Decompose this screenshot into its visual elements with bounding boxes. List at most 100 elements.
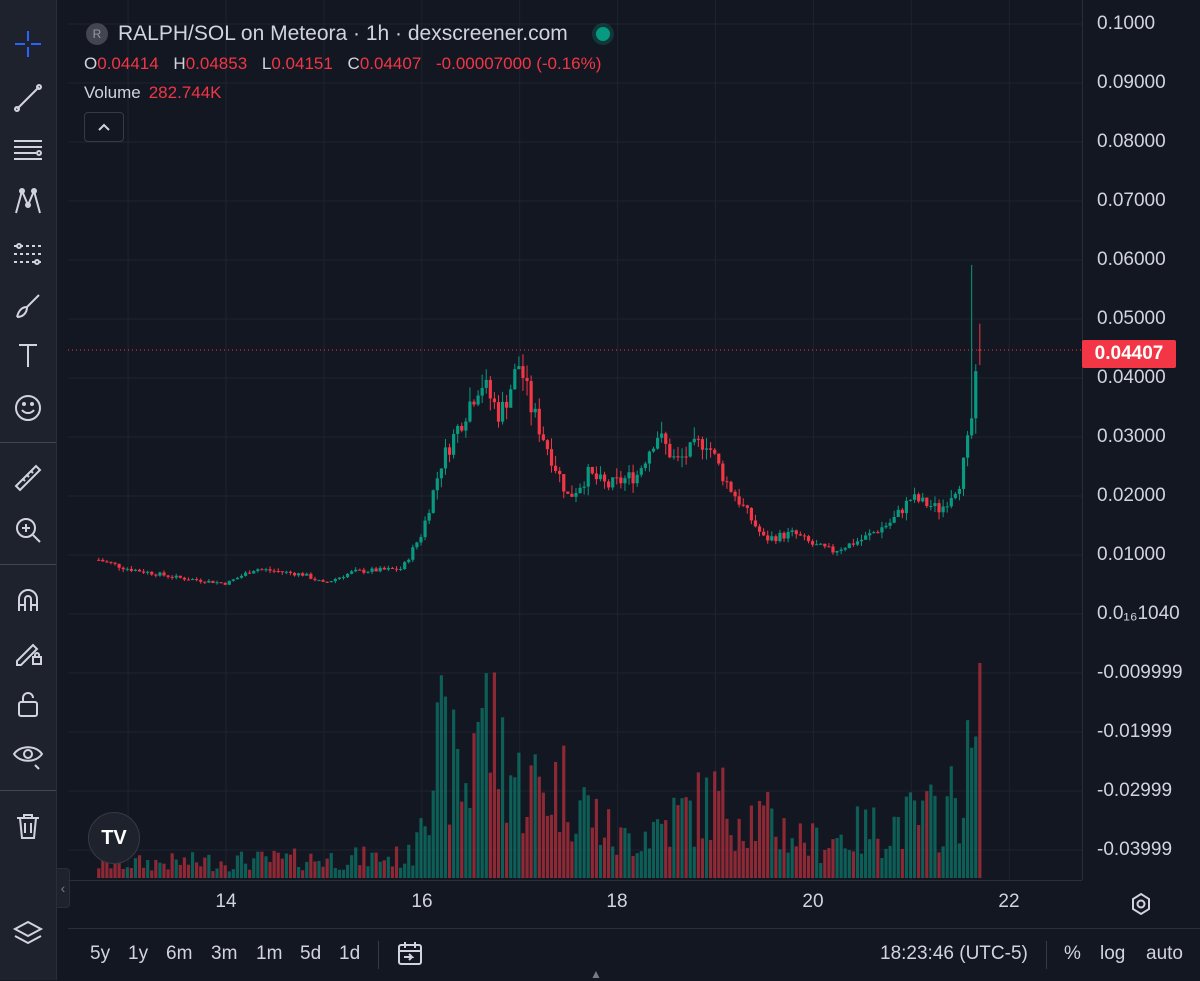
trend-line-icon[interactable] bbox=[6, 76, 50, 120]
pattern-icon[interactable] bbox=[6, 180, 50, 224]
trash-icon[interactable] bbox=[6, 804, 50, 848]
candle-body bbox=[325, 581, 329, 583]
candle-body bbox=[517, 366, 521, 370]
candle-body bbox=[692, 438, 696, 443]
candle-body bbox=[949, 498, 953, 507]
settings-icon bbox=[1132, 892, 1150, 916]
magnet-icon[interactable] bbox=[6, 578, 50, 622]
volume-bar bbox=[745, 847, 749, 878]
candle-body bbox=[668, 443, 672, 458]
brush-icon[interactable] bbox=[6, 284, 50, 328]
crosshair-icon[interactable] bbox=[6, 22, 50, 66]
fib-retracement-icon[interactable] bbox=[6, 128, 50, 172]
volume-bar bbox=[615, 854, 619, 878]
candle-body bbox=[109, 561, 113, 563]
symbol-icon: R bbox=[86, 23, 108, 45]
emoji-icon[interactable] bbox=[6, 386, 50, 430]
candle-body bbox=[929, 506, 933, 508]
candle-body bbox=[374, 568, 378, 572]
collapse-legend-button[interactable] bbox=[84, 112, 124, 142]
candle-body bbox=[252, 571, 256, 574]
expand-pane-icon[interactable]: ▲ bbox=[590, 967, 602, 981]
volume-bar bbox=[912, 800, 917, 878]
time-label: 16 bbox=[411, 891, 433, 912]
volume-bar bbox=[158, 862, 162, 878]
volume-bar bbox=[121, 868, 125, 878]
range-5d-button[interactable]: 5d bbox=[300, 943, 322, 964]
text-icon[interactable] bbox=[6, 334, 50, 378]
candle-body bbox=[798, 534, 802, 536]
candle-body bbox=[859, 539, 864, 542]
volume-bar bbox=[382, 860, 386, 878]
volume-bar bbox=[276, 852, 280, 878]
auto-toggle[interactable]: auto bbox=[1146, 943, 1183, 964]
candle-body bbox=[154, 574, 158, 576]
candle-body bbox=[121, 567, 125, 570]
candle-body bbox=[696, 438, 700, 440]
candle-body bbox=[978, 349, 982, 351]
toolbar-separator bbox=[0, 564, 56, 565]
candle-body bbox=[182, 577, 186, 580]
volume-bar bbox=[174, 859, 178, 878]
volume-bar bbox=[195, 862, 199, 878]
price-chart[interactable] bbox=[68, 0, 1082, 880]
volume-bar bbox=[105, 858, 109, 878]
candle-body bbox=[651, 448, 656, 452]
candle-body bbox=[231, 579, 235, 581]
volume-bar bbox=[137, 855, 142, 878]
candle-body bbox=[174, 575, 178, 578]
volume-bar bbox=[133, 858, 138, 878]
tradingview-logo[interactable]: TV bbox=[88, 812, 140, 864]
volume-bar bbox=[309, 853, 313, 878]
prediction-icon[interactable] bbox=[6, 232, 50, 276]
candle-body bbox=[264, 569, 268, 571]
volume-bar bbox=[582, 787, 586, 878]
range-1y-button[interactable]: 1y bbox=[128, 943, 149, 964]
volume-bar bbox=[660, 823, 664, 878]
candle-body bbox=[150, 571, 154, 575]
symbol-title[interactable]: RALPH/SOL on Meteora · 1h · dexscreener.… bbox=[118, 22, 568, 45]
volume-bar bbox=[541, 792, 545, 878]
volume-bar bbox=[851, 851, 855, 878]
ruler-icon[interactable] bbox=[6, 456, 50, 500]
candle-body bbox=[741, 504, 745, 506]
volume-bar bbox=[219, 861, 223, 878]
volume-bar bbox=[117, 855, 121, 878]
chart-pane[interactable] bbox=[68, 0, 1082, 880]
candle-body bbox=[480, 387, 484, 396]
range-6m-button[interactable]: 6m bbox=[166, 943, 193, 964]
volume-bar bbox=[815, 827, 819, 878]
range-5y-button[interactable]: 5y bbox=[90, 943, 111, 964]
zoom-in-icon[interactable] bbox=[6, 508, 50, 552]
open-value: 0.04414 bbox=[97, 54, 159, 73]
volume-bar bbox=[806, 855, 811, 878]
bottom-separator bbox=[1046, 941, 1047, 969]
eye-icon[interactable] bbox=[6, 734, 50, 778]
go-to-date-button[interactable] bbox=[396, 939, 424, 972]
candle-body bbox=[529, 381, 533, 413]
candle-body bbox=[415, 542, 419, 548]
price-tick: 0.07000 bbox=[1097, 190, 1166, 211]
range-3m-button[interactable]: 3m bbox=[211, 943, 238, 964]
lock-drawing-icon[interactable] bbox=[6, 630, 50, 674]
candle-body bbox=[619, 477, 623, 484]
price-axis[interactable]: 0.1000 0.09000 0.08000 0.07000 0.06000 0.0500… bbox=[1082, 0, 1200, 880]
range-1d-button[interactable]: 1d bbox=[339, 943, 361, 964]
log-toggle[interactable]: log bbox=[1100, 943, 1126, 964]
volume-bar bbox=[635, 853, 639, 878]
time-axis[interactable]: 14 16 18 20 22 bbox=[68, 880, 1082, 921]
range-1m-button[interactable]: 1m bbox=[256, 943, 283, 964]
volume-bar bbox=[925, 791, 929, 878]
candle-body bbox=[505, 401, 509, 408]
candle-body bbox=[574, 493, 578, 497]
volume-bar bbox=[941, 846, 945, 878]
layers-icon[interactable] bbox=[6, 912, 50, 956]
collapse-toolbar-button[interactable]: ‹ bbox=[56, 868, 70, 908]
lock-icon[interactable] bbox=[6, 682, 50, 726]
percent-toggle[interactable]: % bbox=[1064, 943, 1081, 964]
volume-bar bbox=[268, 861, 272, 878]
volume-bar bbox=[590, 827, 594, 878]
chart-settings-button[interactable] bbox=[1122, 885, 1160, 923]
volume-bar bbox=[525, 816, 529, 878]
clock-readout[interactable]: 18:23:46 (UTC-5) bbox=[880, 943, 1028, 964]
